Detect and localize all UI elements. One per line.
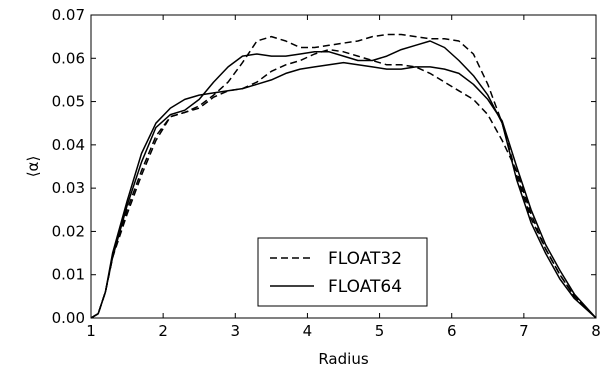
axis-ticks: 1 2 3 4 5 6 7 8 0.00 0.01 0.02 0.03 0.04 0.05 0.06 0.07 — [52, 6, 601, 340]
x-tick-label: 2 — [158, 322, 168, 340]
y-tick-label: 0.02 — [52, 222, 85, 240]
legend-box — [257, 237, 428, 307]
y-tick-label: 0.01 — [52, 266, 85, 284]
y-tick-label: 0.03 — [52, 179, 85, 197]
y-axis-label: ⟨α⟩ — [24, 156, 42, 178]
x-tick-label: 4 — [303, 322, 313, 340]
x-tick-label: 7 — [519, 322, 529, 340]
x-tick-label: 5 — [375, 322, 385, 340]
legend-label-float64: FLOAT64 — [328, 277, 402, 297]
x-tick-label: 3 — [231, 322, 241, 340]
legend: FLOAT32 FLOAT64 — [257, 237, 428, 307]
y-tick-label: 0.07 — [52, 6, 85, 24]
y-tick-label: 0.04 — [52, 136, 85, 154]
series-layer — [90, 33, 597, 319]
legend-label-float32: FLOAT32 — [328, 249, 402, 269]
x-tick-label: 8 — [591, 322, 601, 340]
x-tick-label: 6 — [447, 322, 457, 340]
x-axis-label: Radius — [318, 350, 368, 368]
y-tick-label: 0.00 — [52, 309, 85, 327]
y-tick-label: 0.05 — [52, 93, 85, 111]
x-tick-label: 1 — [86, 322, 96, 340]
plot-frame — [90, 14, 597, 319]
y-tick-label: 0.06 — [52, 49, 85, 67]
series-line-dashed-1 — [90, 48, 597, 319]
series-line-solid-3 — [90, 61, 597, 319]
